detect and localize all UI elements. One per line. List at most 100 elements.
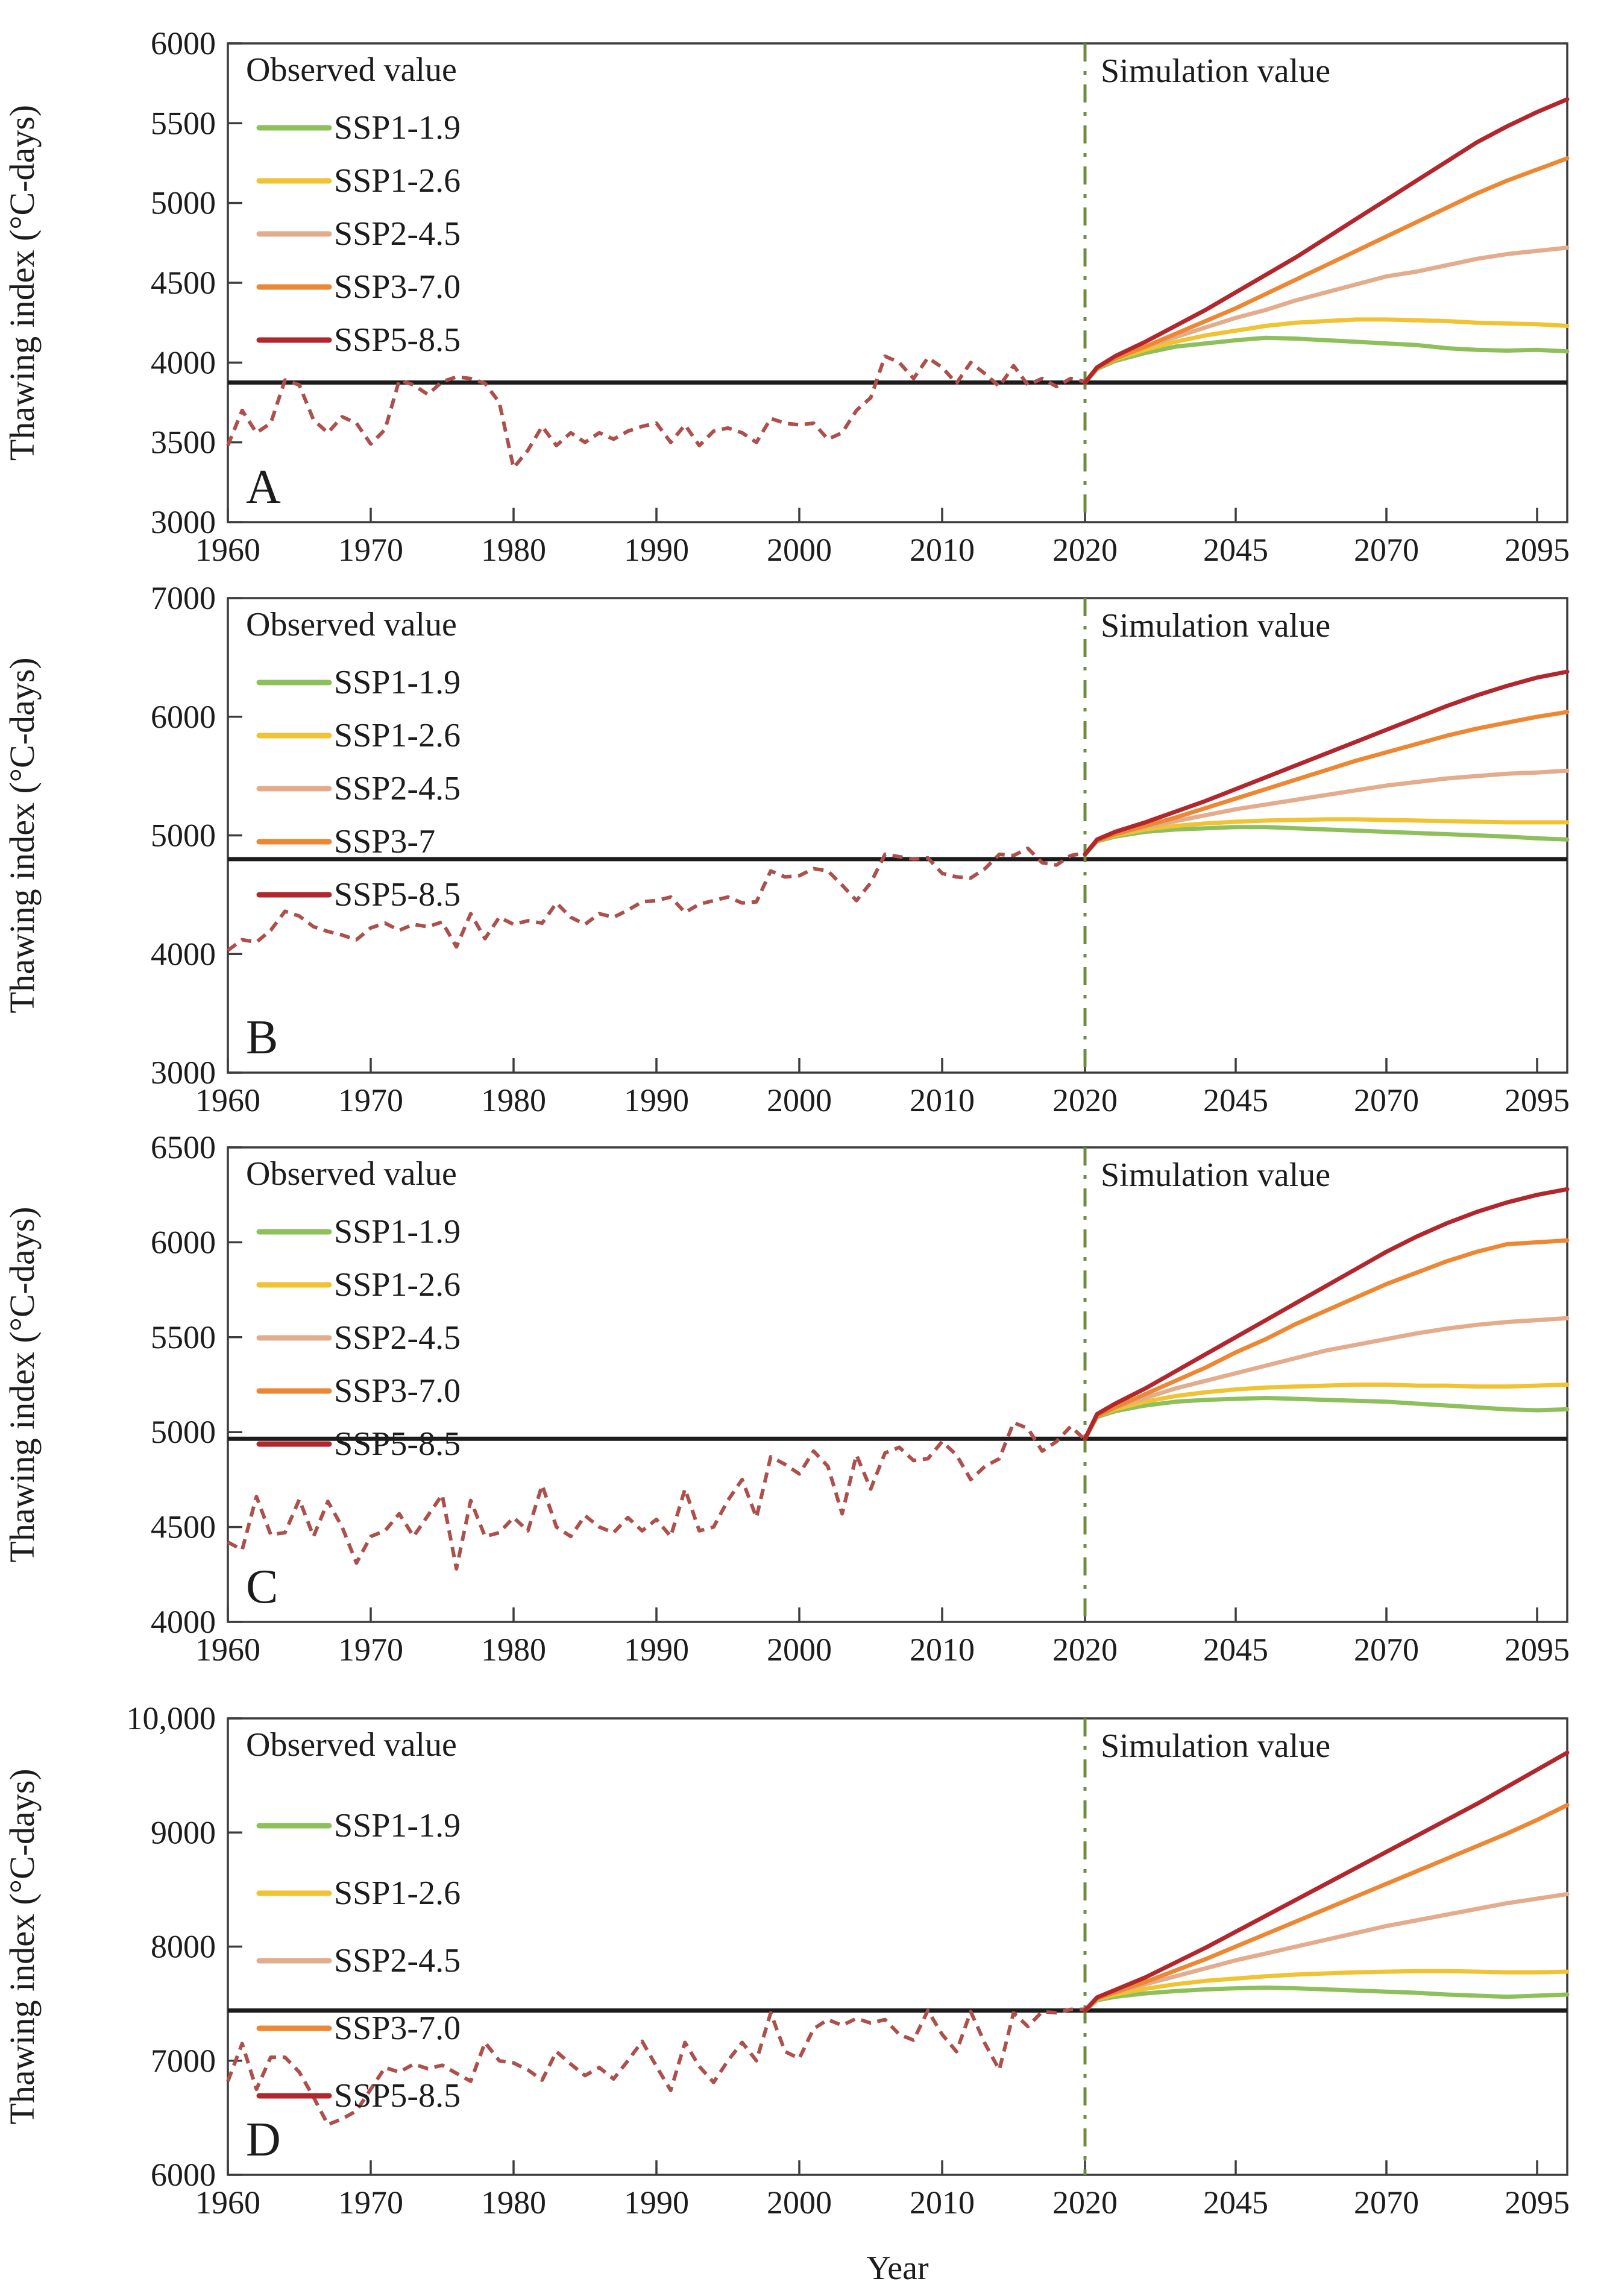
observed-series-line [227, 847, 1086, 952]
legend-label: SSP5-8.5 [334, 876, 461, 913]
sim-series-line-ssp1-2.6 [1083, 1383, 1570, 1441]
legend-title: Observed value [246, 51, 457, 89]
x-tick-label: 2045 [1203, 532, 1268, 568]
legend-label: SSP2-4.5 [334, 215, 461, 253]
y-tick-label: 5500 [151, 105, 216, 141]
x-tick-label: 2070 [1354, 1082, 1419, 1118]
y-tick-label: 5000 [151, 1414, 216, 1450]
sim-series-line-ssp1-1.9 [1083, 1985, 1570, 2013]
simulation-value-label: Simulation value [1101, 1156, 1330, 1194]
sim-series-line-ssp1-1.9 [1083, 825, 1570, 857]
sim-series-line-ssp5-8.5 [1083, 669, 1570, 857]
sim-series-line-ssp1-2.6 [1083, 1969, 1570, 2013]
panel-letter: D [246, 2113, 281, 2166]
y-tick-label: 3000 [151, 1055, 216, 1091]
x-tick-label: 1990 [624, 1082, 689, 1118]
y-axis-title: Thawing index (°C-days) [2, 1768, 42, 2124]
x-tick-label: 2045 [1203, 1082, 1268, 1118]
panel-letter: C [246, 1560, 278, 1613]
legend-label: SSP1-2.6 [334, 717, 461, 754]
legend-label: SSP1-2.6 [334, 1875, 461, 1912]
panel-A: 3000 3500 4000 4500 5000 5500 6000 1960 1970 1980… [2, 25, 1570, 568]
x-tick-label: 2020 [1052, 1082, 1118, 1118]
y-tick-label: 3500 [151, 424, 216, 461]
legend-label: SSP2-4.5 [334, 1319, 461, 1357]
y-tick-label: 5000 [151, 185, 216, 221]
y-tick-label: 10,000 [127, 1700, 216, 1736]
x-tick-label: 1970 [338, 1632, 403, 1668]
observed-series-line [227, 1421, 1087, 1571]
x-tick-label: 1960 [195, 532, 260, 568]
sim-series-line-ssp5-8.5 [1083, 1187, 1570, 1441]
simulation-value-label: Simulation value [1101, 1727, 1330, 1765]
panel-letter: A [246, 461, 281, 514]
y-tick-label: 3000 [151, 504, 216, 540]
sim-series-line-ssp3-7 [1083, 710, 1570, 857]
y-tick-label: 6000 [151, 25, 216, 62]
sim-series-line-ssp2-4.5 [1083, 768, 1570, 857]
sim-series-line-ssp1-1.9 [1083, 335, 1570, 385]
x-tick-label: 2070 [1354, 2184, 1419, 2221]
sim-series-line-ssp3-7.0 [1083, 1803, 1570, 2013]
x-tick-label: 1980 [481, 532, 546, 568]
x-tick-label: 2020 [1052, 2184, 1118, 2221]
x-tick-label: 1970 [338, 532, 403, 568]
sim-series-line-ssp3-7.0 [1083, 1238, 1570, 1441]
legend-label: SSP5-8.5 [334, 1425, 461, 1463]
simulation-value-label: Simulation value [1101, 52, 1330, 90]
legend-label: SSP1-2.6 [334, 162, 461, 200]
x-tick-label: 2095 [1505, 2184, 1570, 2221]
x-tick-label: 2010 [910, 2184, 975, 2221]
x-tick-label: 1960 [195, 1082, 260, 1118]
sim-series-line-ssp2-4.5 [1083, 245, 1570, 385]
x-tick-label: 1980 [481, 2184, 546, 2221]
observed-series-line [226, 2007, 1085, 2127]
panel-D: 6000 7000 8000 9000 10,000 1960 1970 1980 1990 20… [2, 1700, 1570, 2221]
x-tick-label: 1990 [624, 2184, 689, 2221]
legend-title: Observed value [246, 1726, 457, 1764]
x-tick-label: 2020 [1052, 532, 1118, 568]
x-tick-label: 1990 [624, 1632, 689, 1668]
y-axis-title: Thawing index (°C-days) [2, 105, 42, 461]
legend-label: SSP3-7.0 [334, 268, 461, 306]
legend-label: SSP1-1.9 [334, 664, 461, 701]
y-tick-label: 4500 [151, 1509, 216, 1545]
y-tick-label: 4000 [151, 1604, 216, 1640]
x-tick-label: 2010 [910, 1082, 975, 1118]
observed-series-line [226, 354, 1086, 470]
y-tick-label: 6000 [151, 1224, 216, 1260]
x-tick-label: 2095 [1505, 532, 1570, 568]
legend-label: SSP1-1.9 [334, 1807, 461, 1844]
x-tick-label: 2010 [910, 532, 975, 568]
x-tick-label: 2095 [1505, 1632, 1570, 1668]
x-tick-label: 2070 [1354, 532, 1419, 568]
legend-label: SSP1-1.9 [334, 1213, 461, 1250]
panel-letter: B [246, 1011, 278, 1064]
x-tick-label: 1970 [338, 1082, 403, 1118]
legend-label: SSP3-7.0 [334, 1372, 461, 1410]
x-tick-label: 2010 [910, 1632, 975, 1668]
legend-label: SSP5-8.5 [334, 2077, 461, 2115]
legend-title: Observed value [246, 1155, 457, 1193]
x-tick-label: 2020 [1052, 1632, 1118, 1668]
legend-label: SSP3-7.0 [334, 2010, 461, 2047]
x-tick-label: 2000 [767, 2184, 832, 2221]
x-tick-label: 2070 [1354, 1632, 1419, 1668]
legend-label: SSP2-4.5 [334, 1942, 461, 1979]
y-tick-label: 5500 [151, 1319, 216, 1355]
legend-title: Observed value [246, 606, 457, 643]
sim-series-line-ssp1-1.9 [1083, 1396, 1570, 1441]
x-tick-label: 2045 [1203, 2184, 1268, 2221]
y-tick-label: 8000 [151, 1929, 216, 1965]
x-tick-label: 2095 [1505, 1082, 1570, 1118]
x-tick-label: 1980 [481, 1082, 546, 1118]
y-tick-label: 4000 [151, 936, 216, 972]
x-tick-label: 2000 [767, 532, 832, 568]
y-tick-label: 6000 [151, 2157, 216, 2193]
simulation-value-label: Simulation value [1101, 607, 1330, 645]
sim-series-line-ssp5-8.5 [1083, 97, 1570, 385]
legend-label: SSP3-7 [334, 823, 435, 860]
sim-series-line-ssp2-4.5 [1083, 1316, 1570, 1441]
y-tick-label: 6500 [151, 1129, 216, 1165]
